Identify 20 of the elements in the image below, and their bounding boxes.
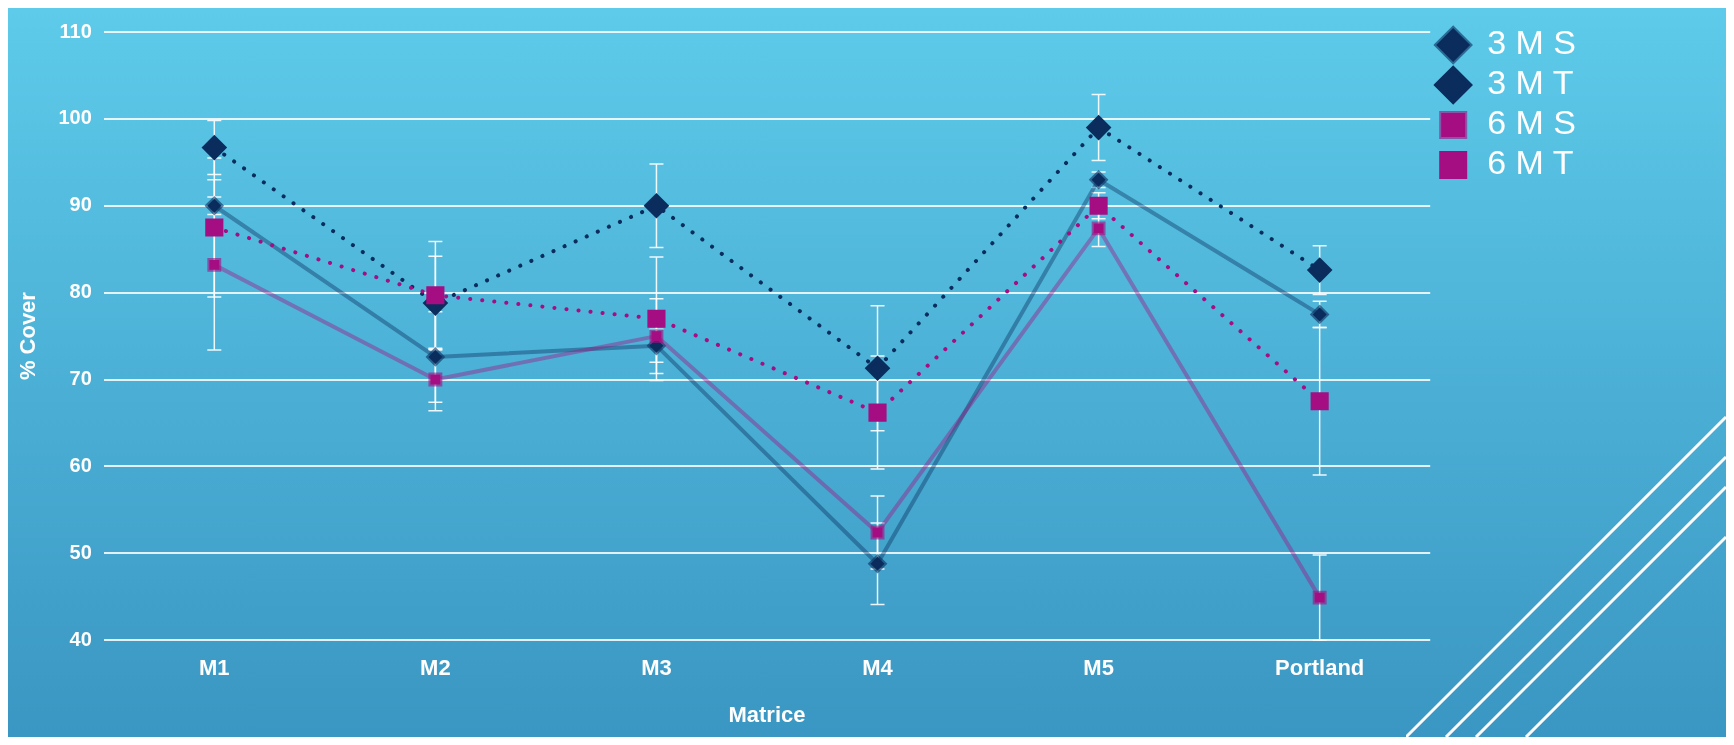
y-tick-label: 50	[69, 540, 92, 563]
x-axis-title: Matrice	[728, 701, 806, 727]
y-tick-label: 90	[69, 193, 92, 216]
x-tick-label: Portland	[1275, 655, 1365, 681]
legend-label: 6 M T	[1487, 143, 1574, 182]
y-tick-label: 80	[69, 280, 92, 303]
y-tick-label: 100	[58, 106, 92, 129]
x-tick-label: M2	[420, 655, 451, 681]
legend-label: 3 M T	[1487, 63, 1574, 102]
x-tick-label: M4	[862, 655, 894, 681]
legend-label: 3 M S	[1487, 23, 1577, 62]
x-tick-label: M1	[199, 655, 230, 681]
x-tick-label: M5	[1083, 655, 1114, 681]
y-tick-label: 110	[59, 19, 92, 42]
y-tick-label: 70	[69, 367, 92, 390]
y-tick-label: 60	[69, 453, 92, 476]
y-tick-label: 40	[69, 627, 92, 650]
x-tick-label: M3	[641, 655, 672, 681]
legend-label: 6 M S	[1487, 103, 1577, 142]
y-axis-title: % Cover	[15, 291, 41, 381]
